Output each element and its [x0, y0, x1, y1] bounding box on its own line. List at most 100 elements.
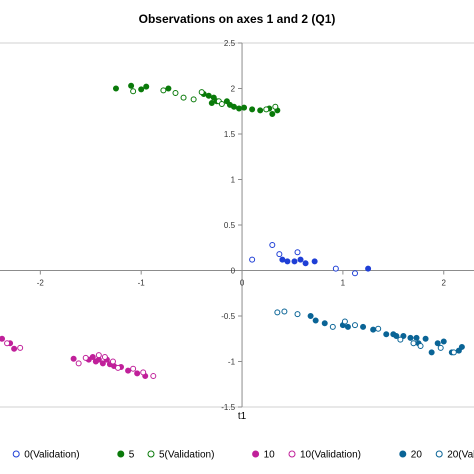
y-tick-label: -1 [228, 358, 236, 367]
x-tick-label: 1 [341, 279, 346, 288]
data-point [437, 344, 444, 351]
x-tick-label: 0 [240, 279, 245, 288]
data-point [297, 256, 304, 263]
data-point [307, 313, 314, 319]
data-point [365, 265, 372, 272]
data-point [95, 352, 102, 359]
data-point [82, 354, 89, 361]
data-point [230, 103, 237, 110]
data-point [114, 364, 121, 371]
data-point [218, 100, 225, 107]
data-point [422, 335, 429, 342]
data-point [360, 323, 367, 330]
data-point [351, 322, 358, 329]
x-tick-label: 2 [442, 279, 447, 288]
data-point [407, 334, 414, 341]
x-axis-label: t1 [238, 411, 247, 422]
data-point [302, 260, 309, 267]
data-point [140, 369, 147, 376]
x-tick-label: -1 [138, 279, 146, 288]
data-point [241, 104, 248, 111]
data-point [89, 353, 96, 360]
y-tick-label: 0.5 [224, 221, 236, 230]
data-point [370, 326, 377, 333]
data-points [0, 82, 465, 380]
data-point [413, 334, 420, 341]
legend-item: 20 [399, 450, 422, 461]
data-point [75, 360, 82, 367]
legend-item: 20(Validation) [435, 450, 474, 461]
data-point [11, 345, 18, 352]
data-point [281, 308, 288, 315]
data-point [143, 83, 150, 90]
legend-label: 10(Validation) [300, 450, 361, 461]
data-point [294, 311, 301, 318]
legend-marker [117, 450, 125, 458]
data-point [383, 331, 390, 338]
data-point [0, 335, 6, 342]
series-5 [4, 340, 157, 380]
data-point [434, 340, 441, 347]
data-point [269, 110, 276, 117]
legend-item: 10 [252, 450, 276, 461]
data-point [284, 258, 291, 265]
data-point [190, 96, 197, 103]
data-point [351, 270, 358, 277]
data-point [375, 325, 382, 332]
chart-title: Observations on axes 1 and 2 (Q1) [139, 12, 336, 26]
legend-label: 10 [264, 450, 276, 461]
legend-marker [147, 450, 155, 458]
legend-marker [252, 450, 260, 458]
legend-item: 10(Validation) [288, 450, 361, 461]
series-1 [249, 242, 358, 277]
x-tick-label: -2 [37, 279, 45, 288]
data-point [341, 318, 348, 325]
data-point [274, 309, 281, 316]
data-point [109, 358, 116, 365]
data-point [160, 87, 167, 94]
series-3 [130, 87, 279, 113]
data-point [332, 265, 339, 272]
axes: -2 -1 0 1 2 2.5 2 1.5 1 0.5 0 -0.5 -1 -1.5 [0, 39, 474, 412]
y-tick-label: -0.5 [221, 312, 235, 321]
data-point [417, 343, 424, 350]
legend-label: 5 [129, 450, 135, 461]
data-point [291, 258, 298, 265]
data-point [112, 85, 119, 92]
legend-marker [399, 450, 407, 458]
legend-item: 5(Validation) [147, 450, 214, 461]
legend-marker [12, 450, 20, 458]
data-point [263, 106, 270, 113]
data-point [138, 86, 145, 93]
data-point [393, 333, 400, 340]
data-point [344, 323, 351, 330]
y-tick-label: 1.5 [224, 130, 236, 139]
legend-item: 0(Validation) [12, 450, 80, 461]
data-point [17, 344, 24, 351]
data-point [4, 340, 11, 347]
data-point [450, 349, 457, 356]
legend: 00(Validation)55(Validation)1010(Validat… [12, 450, 474, 461]
data-point [172, 90, 179, 97]
y-tick-label: 0 [231, 267, 236, 276]
data-point [458, 343, 465, 350]
data-point [440, 338, 447, 345]
data-point [269, 242, 276, 249]
data-point [198, 89, 205, 96]
data-point [101, 353, 108, 360]
data-point [130, 88, 137, 95]
legend-label: 20(Validation) [447, 450, 474, 461]
data-point [249, 256, 256, 263]
data-point [130, 365, 137, 372]
y-tick-label: 2 [231, 85, 236, 94]
legend-marker [288, 450, 296, 458]
data-point [279, 256, 286, 263]
data-point [125, 367, 132, 374]
data-point [99, 360, 106, 367]
data-point [397, 336, 404, 343]
legend-marker [435, 450, 443, 458]
data-point [249, 106, 256, 113]
data-point [128, 82, 135, 89]
